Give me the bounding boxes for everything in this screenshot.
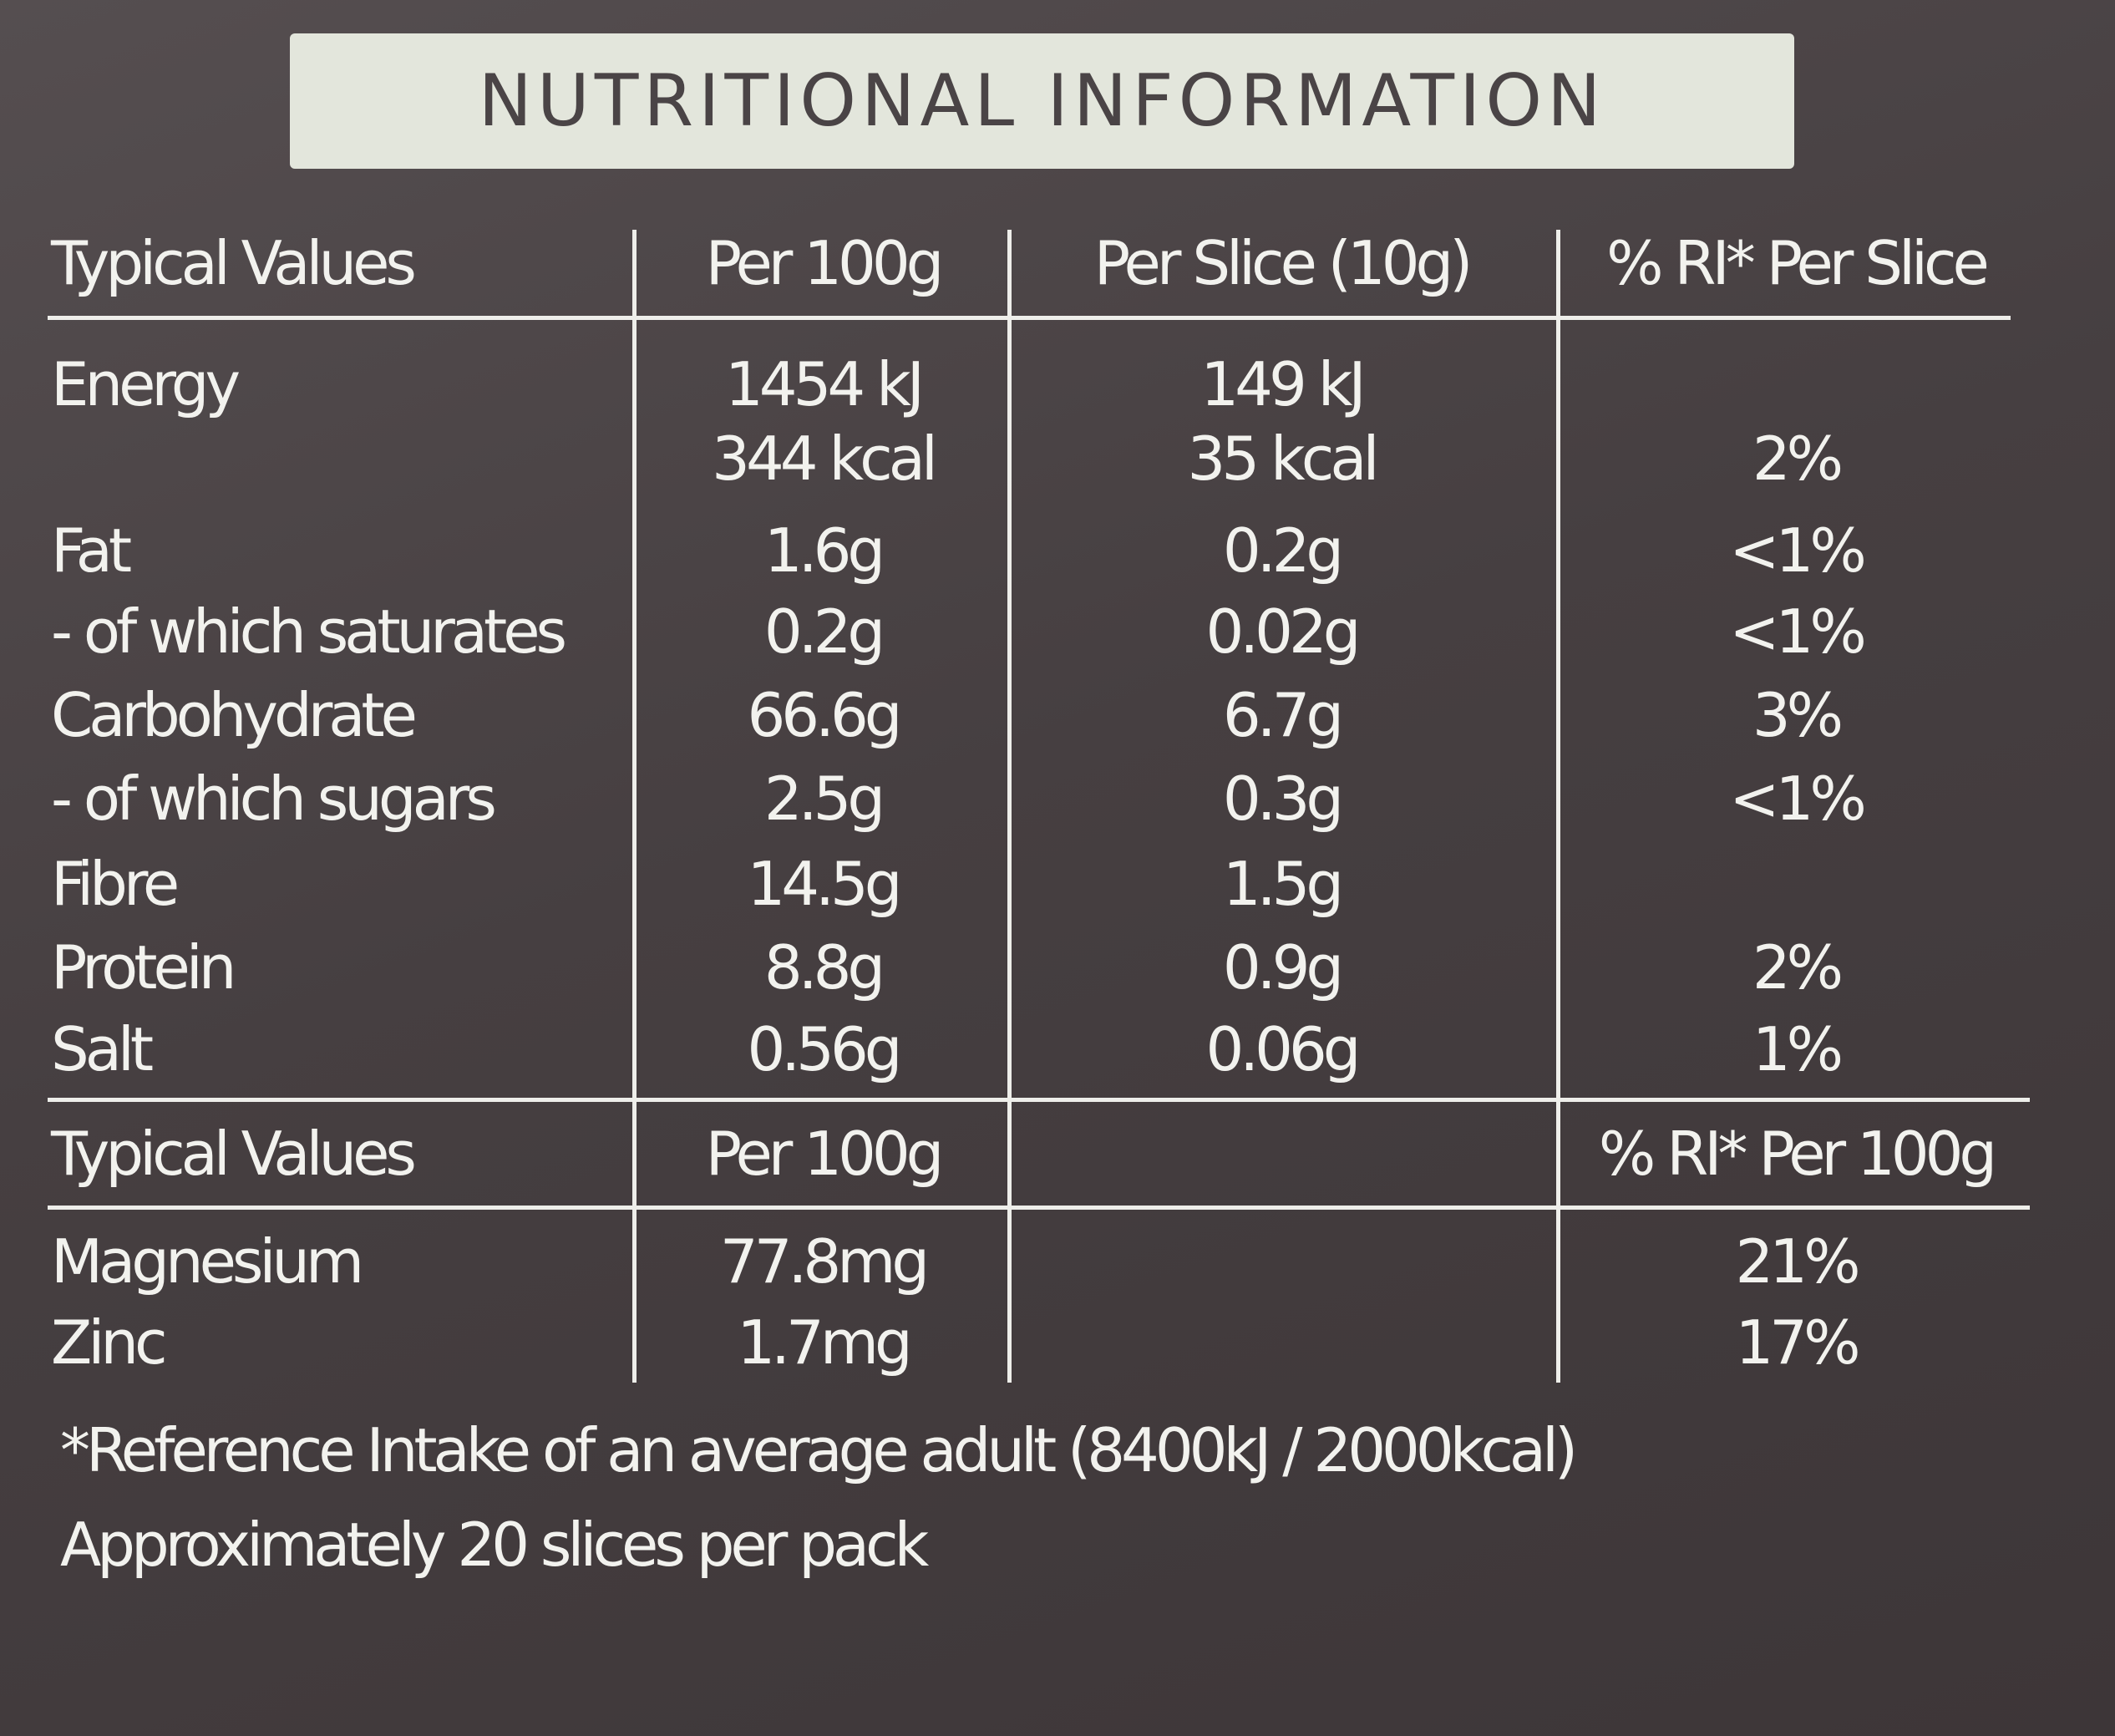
column-rule (1007, 230, 1012, 1383)
column-header: Per Slice (10g) (1093, 228, 1473, 298)
row-label: Fibre (51, 849, 180, 919)
per-100g: 344 kcal (712, 424, 938, 494)
per-100g: 1.6g (763, 515, 885, 586)
row-label: Fat (51, 515, 132, 586)
per-100g: 0.2g (763, 596, 885, 667)
row-label: Zinc (51, 1307, 168, 1378)
per-100g: 66.6g (747, 680, 902, 750)
column-header: Per 100g (705, 228, 945, 298)
row-label: - of which sugars (51, 764, 497, 834)
column-rule (1556, 230, 1560, 1383)
footnote: Approximately 20 slices per pack (60, 1510, 929, 1580)
per-slice: 35 kcal (1187, 424, 1380, 494)
per-slice: 0.2g (1222, 515, 1344, 586)
column-header: % RI* Per 100g (1598, 1119, 1997, 1189)
ri-value: 17% (1735, 1307, 1860, 1378)
row-label: Protein (51, 932, 236, 1003)
ri-value: <1% (1729, 515, 1867, 586)
ri-value: 1% (1752, 1014, 1844, 1084)
row-label: - of which saturates (51, 596, 567, 667)
row-label: Energy (51, 349, 241, 419)
per-100g: 1.7mg (737, 1307, 912, 1378)
ri-value: <1% (1729, 764, 1867, 834)
per-100g: 77.8mg (719, 1226, 930, 1297)
ri-value: 2% (1752, 932, 1844, 1003)
footnote: *Reference Intake of an average adult (8… (60, 1415, 1578, 1485)
row-label: Salt (51, 1014, 154, 1084)
row-label: Carbohydrate (51, 680, 418, 750)
title: NUTRITIONAL INFORMATION (478, 59, 1606, 143)
column-rule (632, 230, 637, 1383)
per-100g: 2.5g (763, 764, 885, 834)
per-slice: 0.06g (1205, 1014, 1361, 1084)
ri-value: 21% (1735, 1226, 1860, 1297)
column-header: Typical Values (51, 228, 417, 298)
per-slice: 6.7g (1222, 680, 1344, 750)
column-header: % RI* Per Slice (1606, 228, 1990, 298)
per-100g: 0.56g (747, 1014, 902, 1084)
title-banner (290, 33, 1794, 169)
ri-value: <1% (1729, 596, 1867, 667)
column-header: Per 100g (705, 1119, 945, 1189)
ri-value: 2% (1752, 424, 1844, 494)
per-slice: 1.5g (1222, 849, 1344, 919)
column-header: Typical Values (51, 1119, 417, 1189)
ri-value: 3% (1752, 680, 1844, 750)
per-slice: 0.9g (1222, 932, 1344, 1003)
row-rule (48, 1098, 2030, 1102)
per-slice: 149 kJ (1200, 349, 1366, 419)
per-100g: 8.8g (763, 932, 885, 1003)
per-100g: 14.5g (747, 849, 902, 919)
per-slice: 0.3g (1222, 764, 1344, 834)
row-label: Magnesium (51, 1226, 364, 1297)
row-rule (48, 316, 2011, 320)
per-100g: 1454 kJ (724, 349, 925, 419)
per-slice: 0.02g (1205, 596, 1361, 667)
row-rule (48, 1206, 2030, 1210)
